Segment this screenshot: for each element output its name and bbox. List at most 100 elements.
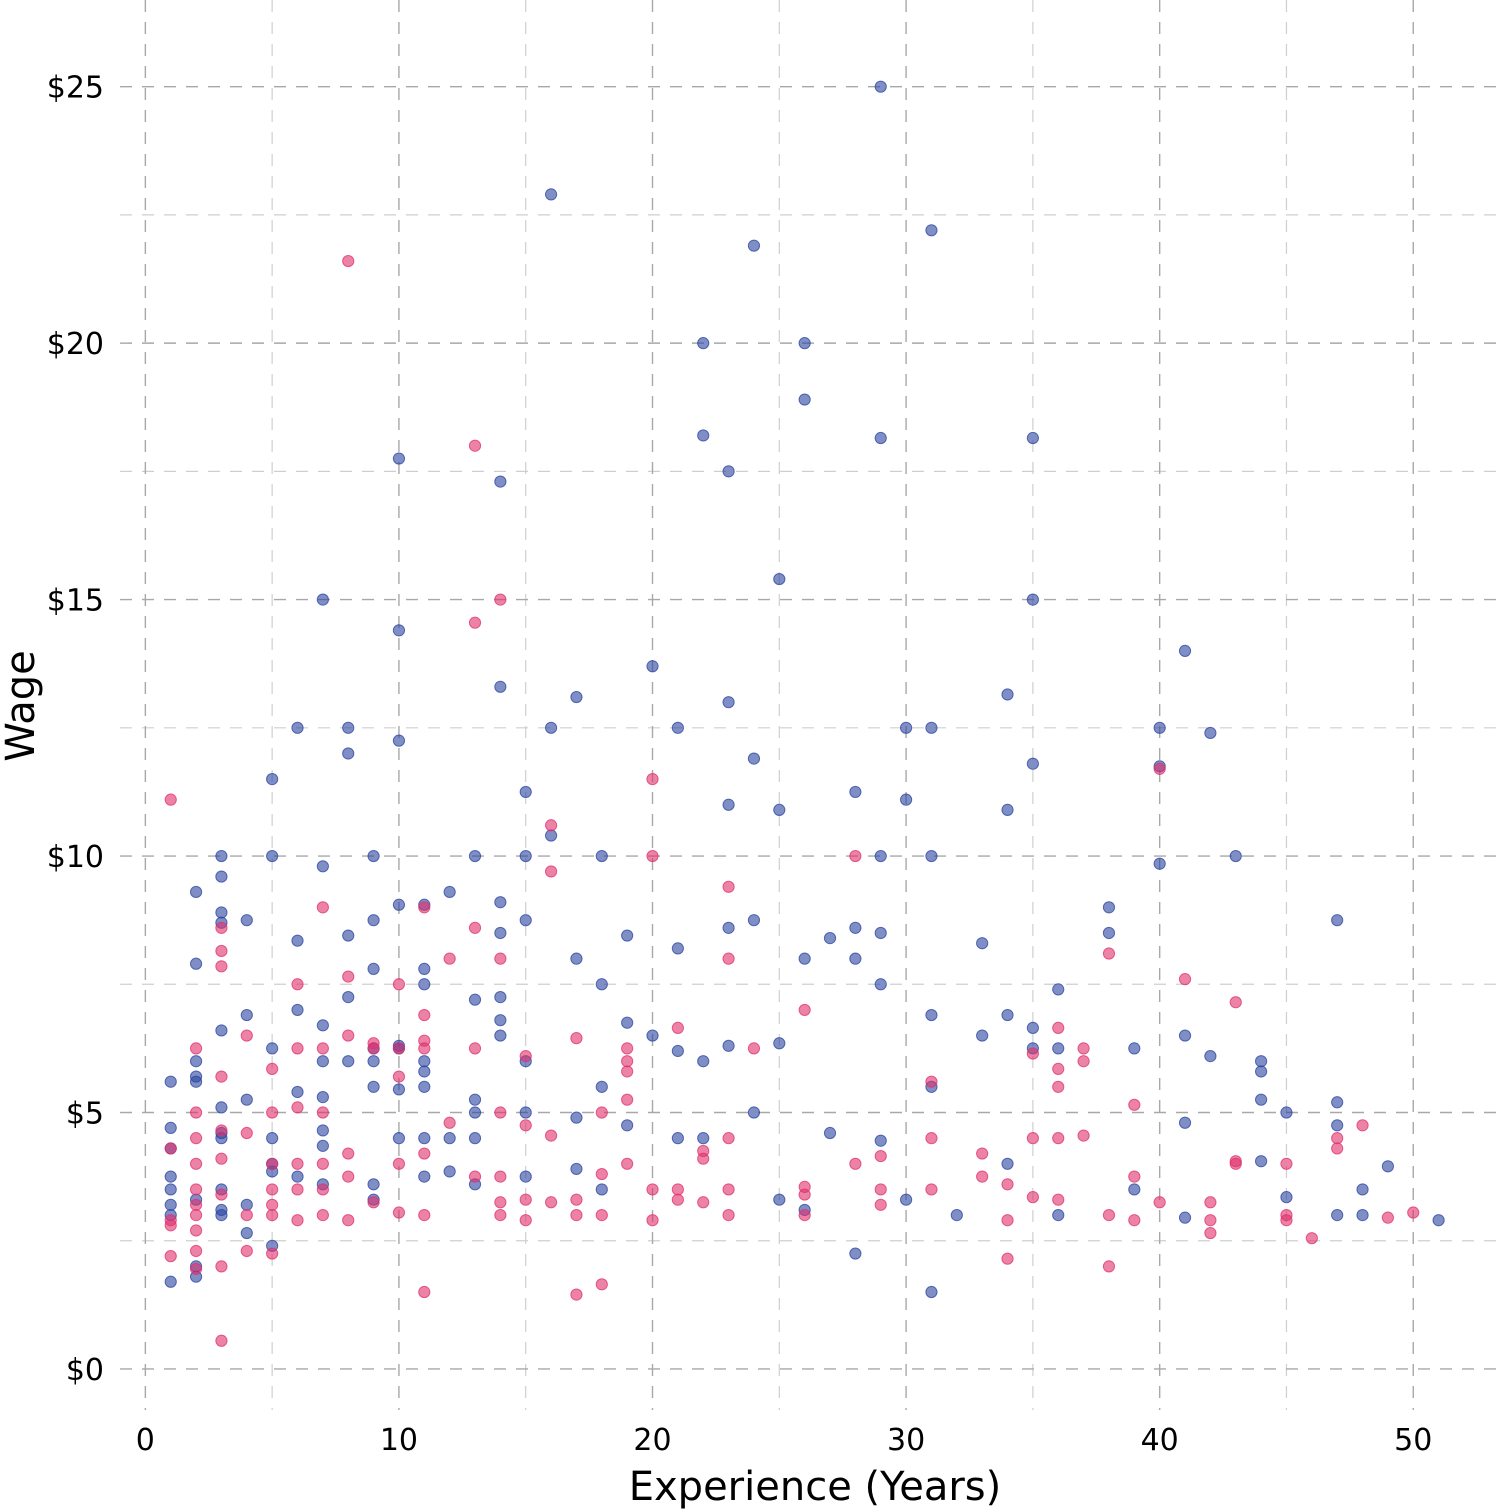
data-point-series-1 <box>1153 857 1166 870</box>
data-point-series-1 <box>1229 849 1242 863</box>
data-point-series-1 <box>697 337 710 350</box>
data-point-series-1 <box>570 690 583 704</box>
data-point-series-2 <box>1077 1055 1090 1068</box>
data-point-series-2 <box>519 1119 532 1132</box>
data-point-series-1 <box>925 721 938 734</box>
data-point-series-2 <box>494 1170 507 1183</box>
data-point-series-2 <box>291 1042 304 1055</box>
data-point-series-2 <box>240 1244 253 1258</box>
data-point-series-2 <box>544 1129 558 1142</box>
x-tick-label: 50 <box>1394 1423 1432 1458</box>
data-point-series-1 <box>874 926 887 940</box>
data-point-series-2 <box>316 1042 329 1055</box>
data-point-series-1 <box>392 1132 406 1145</box>
data-point-series-1 <box>418 1132 431 1145</box>
data-point-series-1 <box>646 1029 659 1042</box>
data-point-series-1 <box>773 1193 786 1206</box>
data-point-series-1 <box>544 188 558 201</box>
data-point-series-1 <box>925 849 938 863</box>
data-point-series-2 <box>164 1142 177 1155</box>
data-point-series-1 <box>1052 1042 1065 1055</box>
data-point-series-1 <box>342 991 355 1004</box>
data-point-series-1 <box>1432 1214 1445 1227</box>
data-point-series-1 <box>266 1042 279 1055</box>
data-point-series-2 <box>570 1288 583 1301</box>
data-point-series-2 <box>671 1021 684 1034</box>
data-point-series-2 <box>494 593 507 606</box>
data-point-series-2 <box>418 1285 431 1299</box>
data-point-series-2 <box>215 944 228 958</box>
data-point-series-2 <box>519 1193 532 1206</box>
data-point-series-1 <box>316 1091 329 1104</box>
data-point-series-1 <box>367 1080 380 1093</box>
data-point-series-2 <box>646 773 659 786</box>
data-point-series-2 <box>443 952 456 965</box>
data-point-series-2 <box>621 1157 634 1170</box>
data-point-series-1 <box>240 1226 253 1240</box>
data-point-series-1 <box>823 932 837 945</box>
data-point-series-2 <box>494 1196 507 1209</box>
data-point-series-1 <box>215 1101 228 1114</box>
data-point-series-1 <box>418 1065 431 1078</box>
data-point-series-1 <box>291 1085 304 1099</box>
data-point-series-1 <box>1178 1029 1192 1042</box>
data-point-series-1 <box>798 337 811 350</box>
data-point-series-2 <box>494 952 507 965</box>
data-point-series-1 <box>798 952 811 965</box>
y-axis-title: Wage <box>0 650 44 762</box>
data-point-series-2 <box>1280 1214 1293 1227</box>
data-point-series-1 <box>291 721 304 734</box>
data-point-series-2 <box>1026 1191 1039 1204</box>
data-point-series-2 <box>621 1055 634 1068</box>
data-point-series-1 <box>342 747 355 760</box>
data-point-series-2 <box>316 901 329 914</box>
data-point-series-1 <box>925 1008 938 1022</box>
data-point-series-1 <box>646 660 659 673</box>
data-point-series-2 <box>1204 1226 1217 1240</box>
data-point-series-2 <box>189 1262 203 1276</box>
data-point-series-2 <box>1356 1119 1369 1132</box>
data-point-series-2 <box>697 1196 710 1209</box>
data-point-series-1 <box>468 1132 482 1145</box>
data-point-series-1 <box>519 914 532 927</box>
data-point-series-2 <box>468 616 482 629</box>
data-point-series-2 <box>291 1157 304 1170</box>
data-point-series-2 <box>1305 1232 1318 1245</box>
data-point-series-1 <box>874 431 887 445</box>
data-point-series-1 <box>266 849 279 863</box>
data-point-series-2 <box>215 1188 228 1201</box>
data-point-series-2 <box>418 1147 431 1160</box>
data-point-series-1 <box>468 1106 482 1119</box>
data-point-series-1 <box>392 898 406 911</box>
data-point-series-2 <box>1077 1042 1090 1055</box>
data-point-series-2 <box>316 1208 329 1222</box>
data-point-series-2 <box>215 1070 228 1083</box>
data-point-series-1 <box>367 849 380 863</box>
data-point-series-2 <box>189 1183 203 1196</box>
data-point-series-1 <box>1356 1208 1369 1222</box>
data-point-series-1 <box>1128 1183 1141 1196</box>
data-point-series-2 <box>1001 1178 1014 1191</box>
data-point-series-1 <box>773 572 786 586</box>
data-point-series-1 <box>164 1198 177 1211</box>
data-point-series-1 <box>976 937 989 950</box>
data-point-series-2 <box>189 1224 203 1237</box>
data-point-series-2 <box>316 1106 329 1119</box>
data-point-series-1 <box>950 1208 963 1222</box>
data-point-series-2 <box>976 1170 989 1183</box>
data-point-series-2 <box>215 1260 228 1273</box>
data-point-series-2 <box>1026 1132 1039 1145</box>
data-point-series-2 <box>646 1183 659 1196</box>
data-point-series-2 <box>671 1193 684 1206</box>
data-point-series-2 <box>1026 1047 1039 1060</box>
data-point-series-2 <box>189 1244 203 1258</box>
data-point-series-2 <box>1407 1206 1420 1219</box>
data-point-series-2 <box>240 1126 253 1140</box>
data-point-series-1 <box>1102 926 1116 940</box>
data-point-series-2 <box>468 439 482 452</box>
data-point-series-2 <box>342 1214 355 1227</box>
data-point-series-1 <box>189 1075 203 1088</box>
data-point-series-2 <box>1128 1098 1141 1111</box>
y-tick-label: $20 <box>47 327 104 362</box>
data-point-series-1 <box>266 773 279 786</box>
